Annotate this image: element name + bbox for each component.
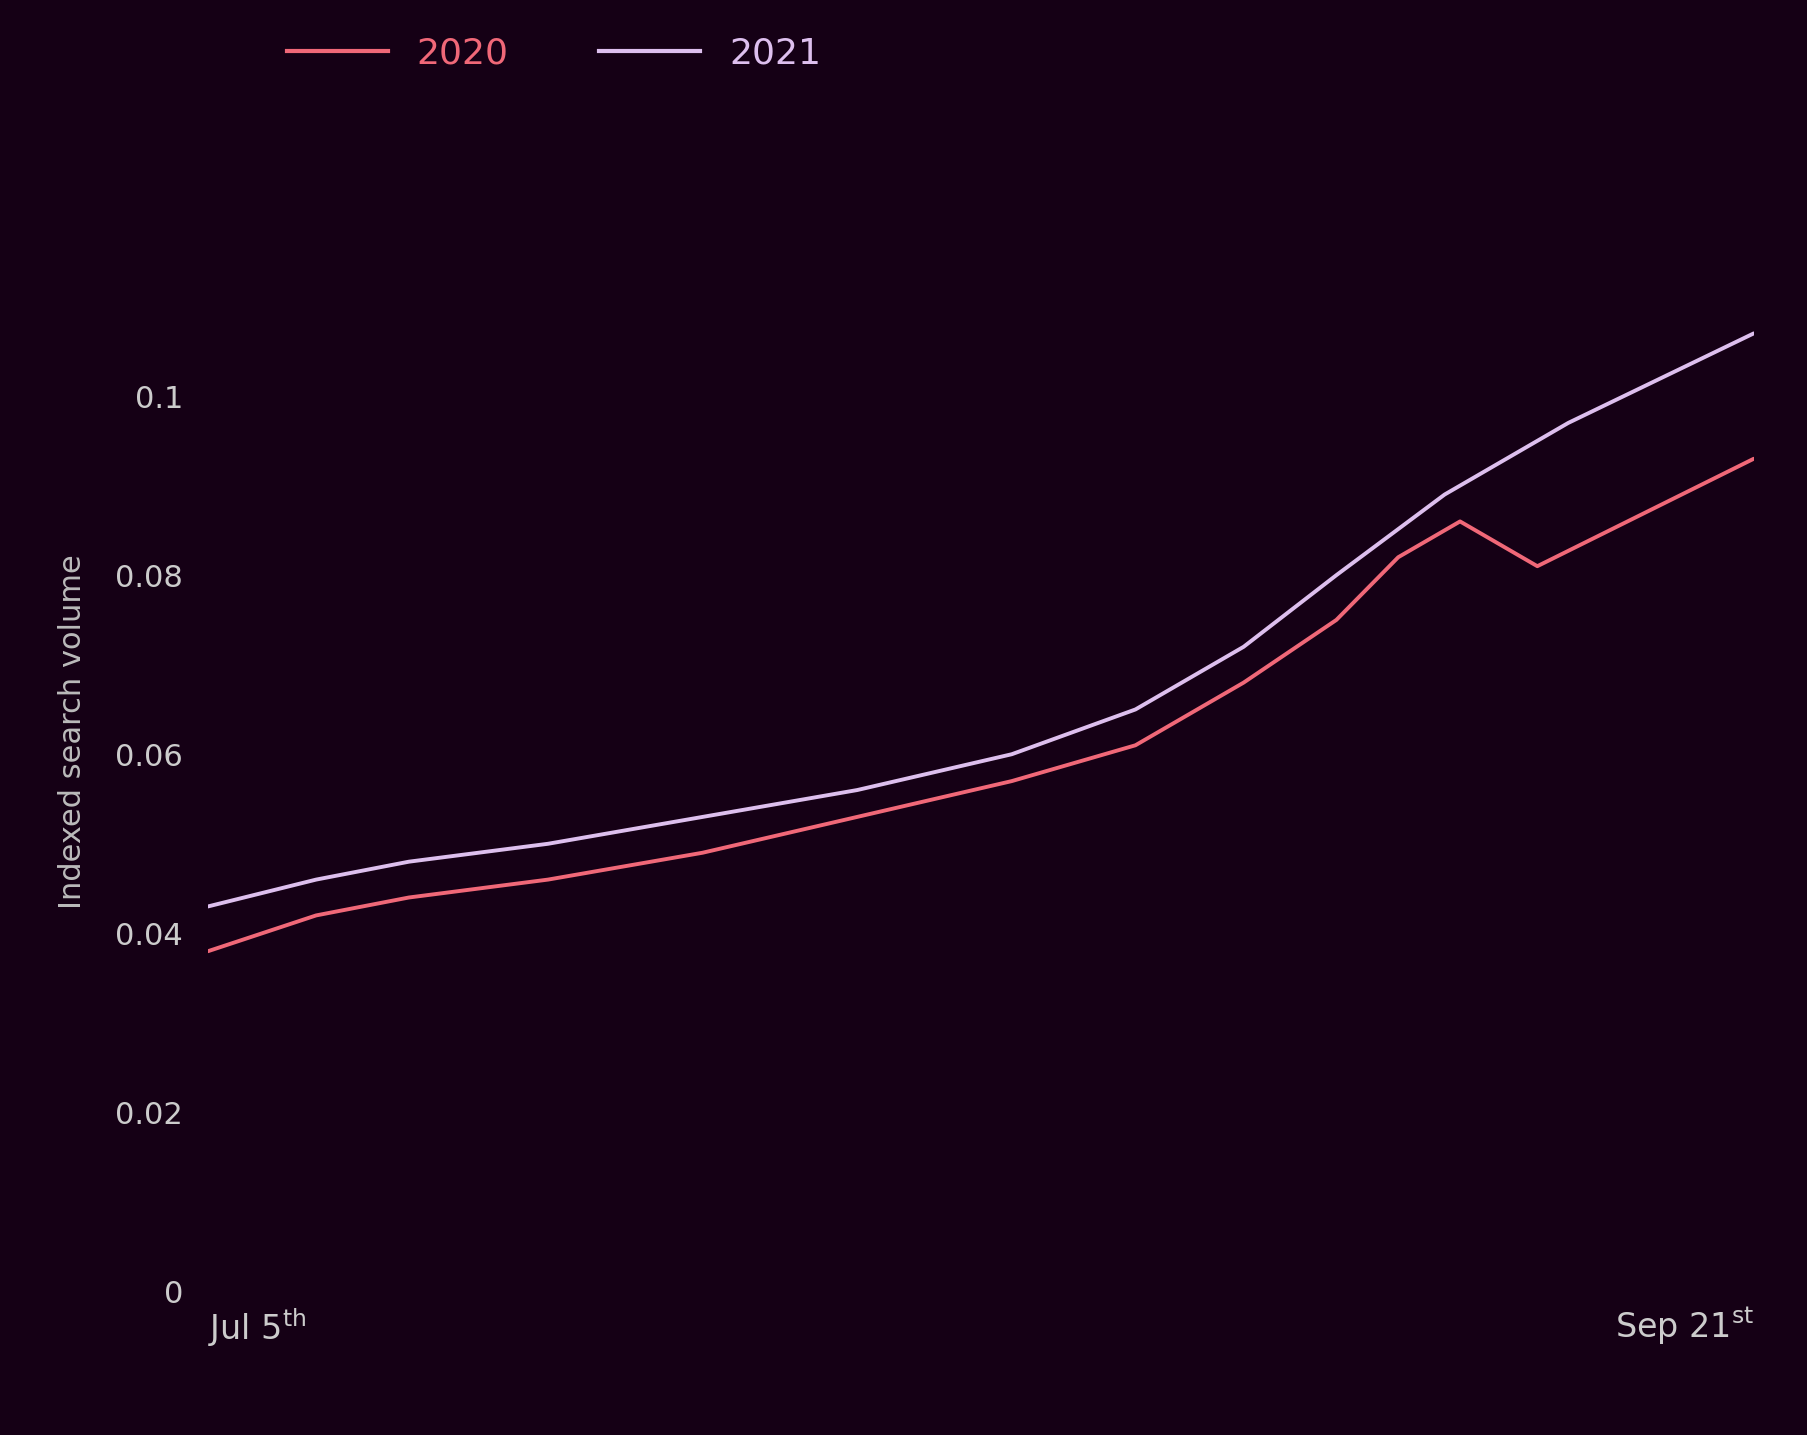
2021 (305, 871, 327, 888)
Line: 2020: 2020 (208, 459, 1753, 951)
2021 (1433, 486, 1455, 504)
2020 (1124, 736, 1146, 753)
2021 (197, 898, 219, 916)
2021 (846, 782, 867, 799)
2021 (537, 835, 558, 852)
Text: Jul 5$^{\mathregular{th}}$: Jul 5$^{\mathregular{th}}$ (208, 1306, 305, 1349)
2020 (1325, 611, 1346, 629)
2020 (305, 907, 327, 924)
2020 (846, 808, 867, 825)
2020 (197, 943, 219, 960)
Legend: 2020, 2021: 2020, 2021 (273, 23, 835, 85)
2021 (1232, 639, 1254, 656)
2020 (692, 844, 714, 861)
2020 (1232, 674, 1254, 692)
2021 (1742, 324, 1764, 342)
2021 (1325, 567, 1346, 584)
2021 (398, 852, 419, 870)
2021 (1556, 415, 1578, 432)
Text: Sep 21$^{\mathregular{st}}$: Sep 21$^{\mathregular{st}}$ (1614, 1306, 1753, 1347)
Line: 2021: 2021 (208, 333, 1753, 907)
2021 (1001, 746, 1023, 763)
2020 (1525, 558, 1547, 575)
2021 (1124, 700, 1146, 718)
2020 (1742, 451, 1764, 468)
2020 (537, 871, 558, 888)
2020 (1386, 548, 1408, 565)
2020 (1001, 772, 1023, 789)
2020 (1449, 512, 1471, 530)
Y-axis label: Indexed search volume: Indexed search volume (58, 554, 87, 910)
2020 (398, 888, 419, 905)
2021 (692, 808, 714, 825)
